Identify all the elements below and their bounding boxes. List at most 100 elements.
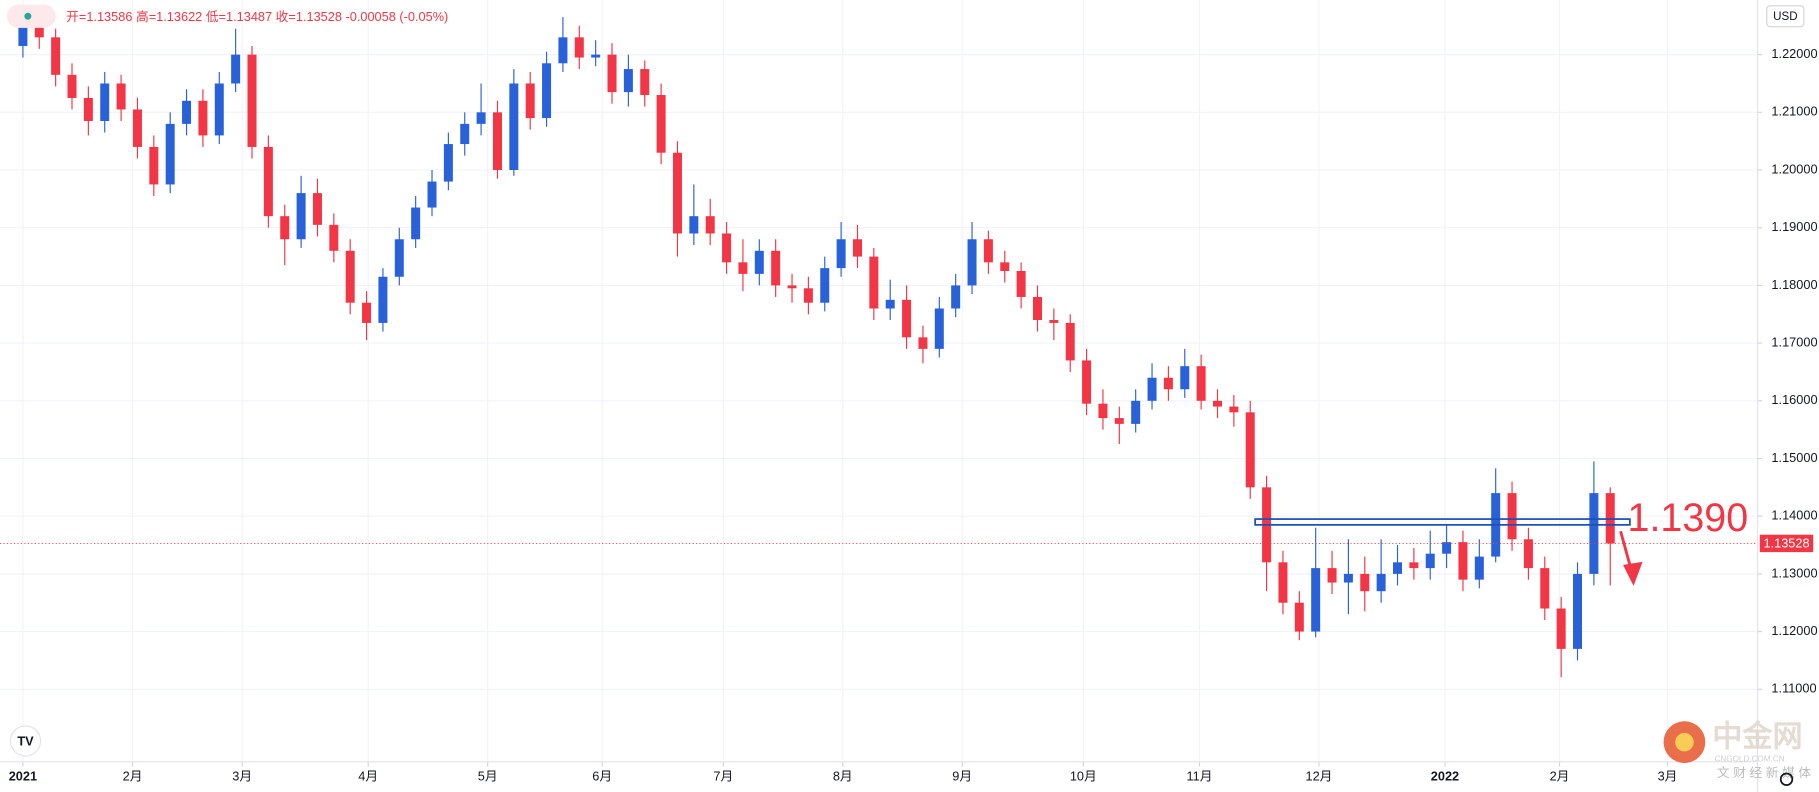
candle-body — [51, 37, 61, 75]
candle-body — [149, 146, 159, 185]
ohlc-header: 开=1.13586 高=1.13622 低=1.13487 收=1.13528 … — [66, 9, 448, 24]
settings-icon[interactable] — [1779, 772, 1794, 786]
resistance-band — [1254, 518, 1631, 526]
candle-body — [165, 123, 175, 185]
candle-body — [1343, 573, 1353, 583]
candle-body — [1032, 296, 1042, 321]
watermark-site: CNGOLD.COM.CN — [1715, 755, 1785, 764]
logo-text: TV — [17, 734, 34, 749]
currency-label: USD — [1773, 11, 1797, 23]
candle-body — [1589, 493, 1599, 574]
candle-body — [378, 276, 388, 323]
x-tick-label: 8月 — [833, 768, 853, 783]
candle-body — [1523, 539, 1533, 569]
y-tick-label: 1.19000 — [1771, 219, 1817, 234]
candle-body — [1540, 568, 1550, 609]
candle-body — [476, 112, 486, 124]
candle-body — [525, 83, 535, 119]
watermark-slogan: 文 财 经 新 媒 体 — [1717, 765, 1811, 780]
x-tick-label: 2月 — [1550, 768, 1570, 783]
candle-body — [1147, 377, 1157, 401]
candle-body — [967, 239, 977, 286]
candle-body — [1556, 608, 1566, 649]
candle-body — [329, 224, 339, 251]
candle-body — [852, 239, 862, 257]
candle-body — [689, 216, 699, 234]
x-tick-label: 7月 — [713, 768, 733, 783]
candle-body — [1163, 377, 1173, 390]
candle-body — [1474, 556, 1484, 580]
candle-body — [574, 37, 584, 58]
candle-body — [1049, 320, 1059, 323]
y-tick-label: 1.14000 — [1771, 508, 1817, 523]
y-tick-label: 1.12000 — [1771, 623, 1817, 638]
settings-gear[interactable] — [1779, 772, 1794, 786]
x-tick-label: 3月 — [232, 768, 252, 783]
x-tick-label: 2022 — [1431, 768, 1459, 783]
candle-body — [427, 181, 437, 208]
y-tick-label: 1.17000 — [1771, 334, 1817, 349]
candle-body — [1212, 400, 1222, 407]
candle-body — [280, 216, 290, 240]
candle-body — [1196, 366, 1206, 401]
candle-body — [231, 54, 241, 84]
candle-body — [754, 250, 764, 274]
resistance-label: 1.1390 — [1628, 496, 1749, 540]
candle-body — [182, 100, 192, 124]
candle-body — [1393, 562, 1403, 574]
candle-body — [1245, 412, 1255, 488]
candle-body — [1442, 542, 1452, 554]
x-tick-label: 5月 — [478, 768, 498, 783]
candle-body — [296, 193, 306, 240]
candle-body — [1507, 493, 1517, 540]
candle-body — [1376, 573, 1386, 592]
candle-body — [460, 123, 470, 145]
candle-body — [951, 285, 961, 309]
candle-body — [722, 233, 732, 263]
x-tick-label: 2021 — [9, 768, 37, 783]
candle-body — [1458, 542, 1468, 580]
y-tick-label: 1.20000 — [1771, 161, 1817, 176]
candle-body — [1294, 602, 1304, 632]
candle-body — [345, 250, 355, 303]
candle-body — [623, 69, 633, 93]
candle-body — [1082, 360, 1092, 404]
y-tick-label: 1.21000 — [1771, 104, 1817, 119]
candle-body — [1425, 553, 1435, 569]
candle-body — [820, 268, 830, 303]
candle-body — [492, 112, 502, 171]
candle-body — [1180, 366, 1190, 390]
candle-body — [1360, 573, 1370, 592]
candle-body — [214, 83, 224, 136]
y-tick-label: 1.18000 — [1771, 277, 1817, 292]
candle-body — [1131, 400, 1141, 424]
candle-body — [198, 100, 208, 136]
candle-body — [607, 54, 617, 93]
candle-body — [672, 152, 682, 234]
candle-body — [1098, 403, 1108, 419]
candle-body — [394, 239, 404, 277]
candle-body — [787, 285, 797, 289]
candle-body — [771, 250, 781, 286]
candle-body — [934, 308, 944, 349]
candle-body — [1000, 262, 1010, 271]
candle-body — [558, 37, 568, 64]
candle-body — [83, 97, 93, 121]
logo-badge[interactable] — [9, 725, 42, 757]
candle-body — [1311, 568, 1321, 632]
watermark-icon-inner — [1675, 732, 1694, 752]
candle-body — [591, 54, 601, 58]
candle-body — [1065, 322, 1075, 361]
down-arrow — [1619, 530, 1643, 586]
candle-body — [656, 95, 666, 153]
candle-body — [18, 25, 28, 46]
candle-body — [1409, 562, 1419, 569]
currency-button[interactable] — [1766, 5, 1805, 28]
candle-body — [1016, 270, 1026, 297]
watermark: 中金网 CNGOLD.COM.CN 文 财 经 新 媒 体 — [1663, 719, 1811, 780]
x-tick-label: 3月 — [1658, 768, 1678, 783]
toolbar: 开=1.13586 高=1.13622 低=1.13487 收=1.13528 … — [6, 4, 1805, 28]
